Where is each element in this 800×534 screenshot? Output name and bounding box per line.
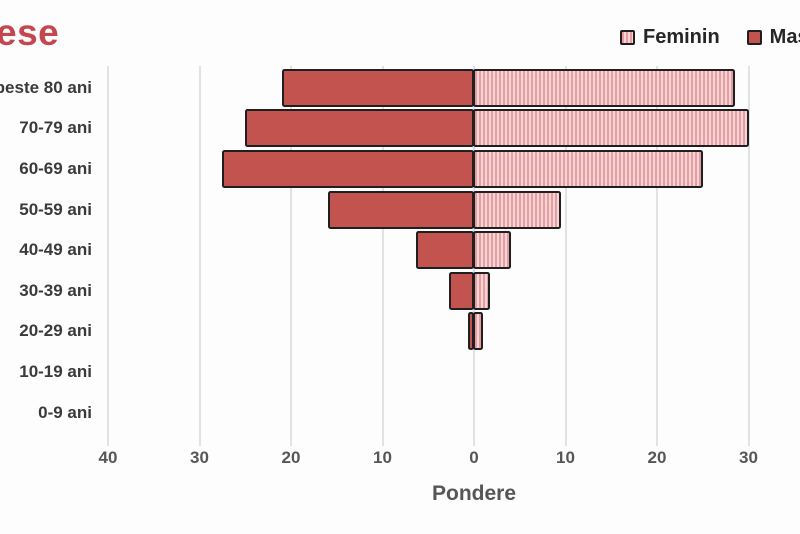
x-tick-label: 10	[373, 448, 392, 467]
feminin-swatch-icon	[620, 30, 635, 45]
bar-masculin	[222, 150, 474, 188]
chart-title-fragment: ese	[0, 12, 60, 53]
legend-item-feminin: Feminin	[620, 26, 720, 49]
gridline	[290, 66, 292, 446]
bar-masculin	[467, 312, 474, 351]
bar-feminin	[473, 231, 511, 270]
legend-label-feminin: Feminin	[643, 26, 720, 48]
category-label: 40-49 ani	[19, 240, 92, 260]
gridline	[198, 66, 201, 446]
bar-masculin	[416, 231, 474, 270]
bar-masculin	[449, 271, 474, 310]
category-label: 20-29 ani	[19, 321, 92, 341]
x-tick-label: 30	[739, 448, 758, 467]
category-label: peste 80 ani	[0, 77, 92, 97]
x-tick-label: 20	[647, 448, 667, 467]
gridline	[381, 66, 384, 446]
legend-label-masculin: Masculin	[769, 26, 800, 48]
category-label: 30-39 ani	[19, 280, 92, 300]
legend: Feminin Masculin	[620, 26, 800, 49]
bar-masculin	[327, 190, 474, 229]
gridline	[564, 66, 567, 446]
gridline	[747, 66, 750, 446]
bar-feminin	[473, 68, 735, 107]
x-tick-label: 40	[98, 448, 118, 467]
legend-item-masculin: Masculin	[746, 26, 800, 49]
bar-feminin	[473, 109, 749, 148]
x-tick-label: 30	[190, 448, 209, 467]
category-label: 50-59 ani	[19, 199, 92, 219]
category-label: 10-19 ani	[19, 362, 92, 381]
bar-feminin	[473, 150, 703, 188]
x-tick-label: 20	[281, 448, 301, 467]
bar-masculin	[245, 109, 474, 148]
gridline	[107, 66, 109, 446]
x-tick-label: 10	[556, 448, 575, 467]
masculin-swatch-icon	[746, 30, 762, 45]
gridline	[656, 66, 658, 446]
bar-feminin	[473, 190, 561, 229]
bar-feminin	[473, 312, 484, 351]
x-tick-label: 0	[469, 448, 479, 467]
bar-masculin	[281, 68, 474, 107]
category-label: 60-69 ani	[19, 159, 92, 178]
category-label: 0-9 ani	[38, 402, 92, 422]
bar-feminin	[473, 271, 490, 310]
x-axis-title: Pondere	[431, 482, 517, 505]
category-label: 70-79 ani	[19, 118, 92, 138]
